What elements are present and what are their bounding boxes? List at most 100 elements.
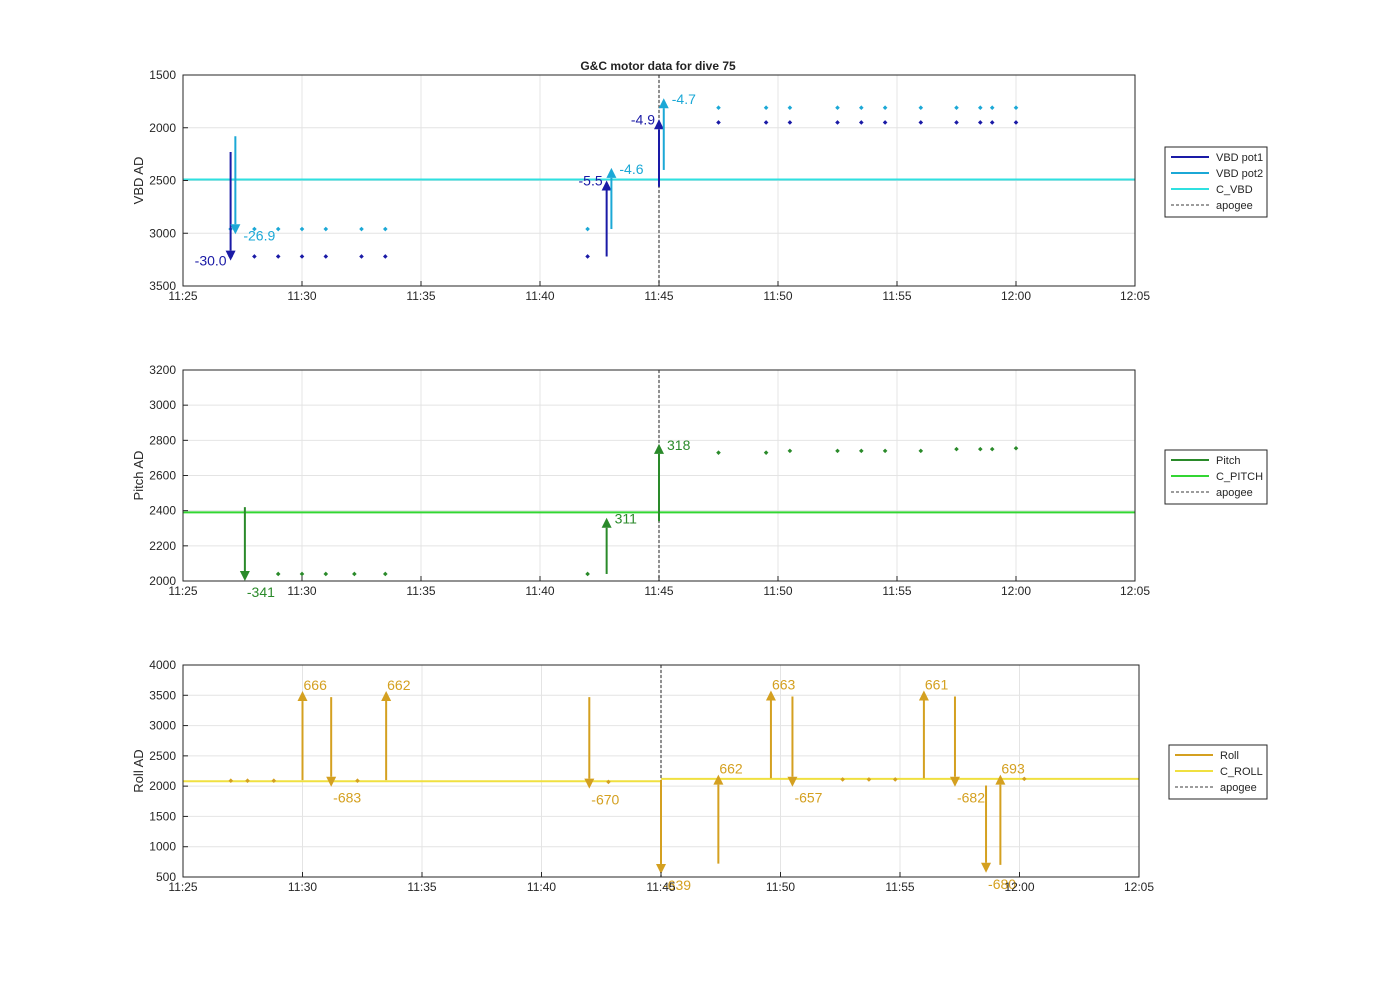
data-point-vbd-pot2: [954, 105, 959, 111]
y-tick-label: 2200: [149, 539, 176, 553]
legend-label: C_ROLL: [1220, 766, 1263, 778]
y-tick-label: 3000: [149, 719, 176, 733]
data-point-vbd-pot2: [716, 105, 721, 111]
y-axis-label: Roll AD: [131, 749, 146, 792]
data-label: 661: [925, 676, 949, 692]
arrow-head: [918, 690, 929, 701]
legend-label: apogee: [1216, 200, 1253, 212]
x-tick-label: 11:30: [288, 880, 317, 894]
legend-label: apogee: [1216, 487, 1253, 499]
x-tick-label: 11:45: [644, 584, 673, 598]
x-tick-label: 11:35: [407, 880, 436, 894]
x-tick-label: 12:05: [1124, 880, 1154, 894]
x-tick-label: 11:35: [406, 584, 435, 598]
arrow-head: [239, 571, 250, 581]
data-label: -657: [794, 790, 822, 806]
data-point-vbd-pot1: [787, 120, 793, 125]
data-point-roll: [840, 777, 845, 782]
y-tick-label: 3200: [149, 363, 176, 377]
data-point-vbd-pot1: [383, 254, 388, 259]
arrow-head: [995, 774, 1006, 785]
data-point-pitch: [352, 571, 357, 577]
y-tick-label: 2000: [149, 574, 176, 588]
data-point-vbd-pot2: [763, 105, 769, 111]
data-point-pitch: [716, 450, 721, 455]
arrow-head: [601, 180, 612, 191]
y-tick-label: 3500: [149, 688, 176, 702]
arrow-head: [656, 863, 666, 874]
data-label: 311: [615, 511, 638, 527]
data-point-vbd-pot1: [989, 120, 995, 125]
data-label: 693: [1001, 761, 1025, 777]
data-point-roll: [228, 778, 234, 783]
data-point-pitch: [978, 446, 983, 452]
legend-label: Pitch: [1216, 455, 1240, 467]
data-point-roll: [866, 777, 872, 782]
legend-label: Roll: [1220, 750, 1239, 762]
x-tick-label: 11:25: [168, 584, 197, 598]
x-tick-label: 11:40: [527, 880, 556, 894]
arrow-head: [787, 776, 798, 787]
arrow-head: [765, 690, 776, 701]
arrow-head: [584, 778, 595, 789]
data-label: -30.0: [195, 253, 227, 269]
y-tick-label: 2400: [149, 504, 176, 518]
data-point-pitch: [989, 446, 995, 452]
legend-label: C_VBD: [1216, 184, 1253, 196]
data-point-vbd-pot1: [763, 120, 769, 125]
data-label: -682: [957, 790, 985, 806]
data-point-vbd-pot2: [978, 105, 983, 111]
data-point-roll: [355, 778, 360, 783]
arrow-head: [297, 691, 308, 702]
data-point-pitch: [882, 448, 888, 454]
y-tick-label: 500: [156, 870, 176, 884]
data-point-pitch: [763, 450, 769, 455]
arrow-head: [654, 119, 664, 130]
x-tick-label: 11:40: [525, 584, 554, 598]
data-label: -341: [247, 584, 275, 600]
legend-label: VBD pot1: [1216, 152, 1263, 164]
data-point-vbd-pot2: [882, 105, 888, 111]
chart-panel-1: -30.0 -26.9 -5.5 -4.6 -4.9 -4.7 11:25 11:30 11:3…: [131, 68, 1268, 303]
arrow-head: [326, 776, 337, 787]
figure-title: G&C motor data for dive 75: [580, 59, 736, 73]
data-point-vbd-pot1: [835, 120, 840, 125]
arrow-head: [230, 224, 241, 235]
data-point-vbd-pot1: [323, 254, 329, 259]
data-point-pitch: [954, 446, 959, 452]
data-point-vbd-pot2: [859, 105, 864, 111]
y-tick-label: 2500: [149, 749, 176, 763]
legend-label: VBD pot2: [1216, 168, 1263, 180]
x-tick-label: 11:30: [287, 289, 316, 303]
legend-label: C_PITCH: [1216, 471, 1263, 483]
arrow-head: [981, 862, 992, 873]
x-tick-label: 11:25: [168, 289, 197, 303]
data-point-vbd-pot1: [918, 120, 924, 125]
x-tick-label: 12:05: [1120, 289, 1150, 303]
x-tick-label: 11:25: [168, 880, 197, 894]
arrow-head: [225, 250, 236, 261]
arrow-head: [713, 774, 724, 785]
data-point-vbd-pot2: [835, 105, 840, 111]
data-point-vbd-pot2: [299, 226, 305, 232]
data-point-roll: [271, 778, 277, 783]
x-tick-label: 11:55: [882, 289, 911, 303]
data-label: -680: [988, 876, 1016, 892]
data-label: -670: [591, 792, 619, 808]
data-point-vbd-pot1: [859, 120, 864, 125]
data-point-pitch: [585, 571, 590, 577]
arrow-head: [949, 776, 960, 787]
x-tick-label: 11:45: [644, 289, 673, 303]
data-label: 662: [719, 761, 743, 777]
y-tick-label: 4000: [149, 658, 176, 672]
data-point-vbd-pot1: [585, 254, 590, 259]
data-label: -4.9: [631, 111, 655, 127]
x-tick-label: 11:55: [882, 584, 911, 598]
data-label: 318: [667, 437, 691, 453]
y-tick-label: 1000: [149, 840, 176, 854]
data-label: -4.7: [672, 91, 696, 107]
data-label: 663: [772, 676, 796, 692]
x-tick-label: 11:55: [885, 880, 914, 894]
